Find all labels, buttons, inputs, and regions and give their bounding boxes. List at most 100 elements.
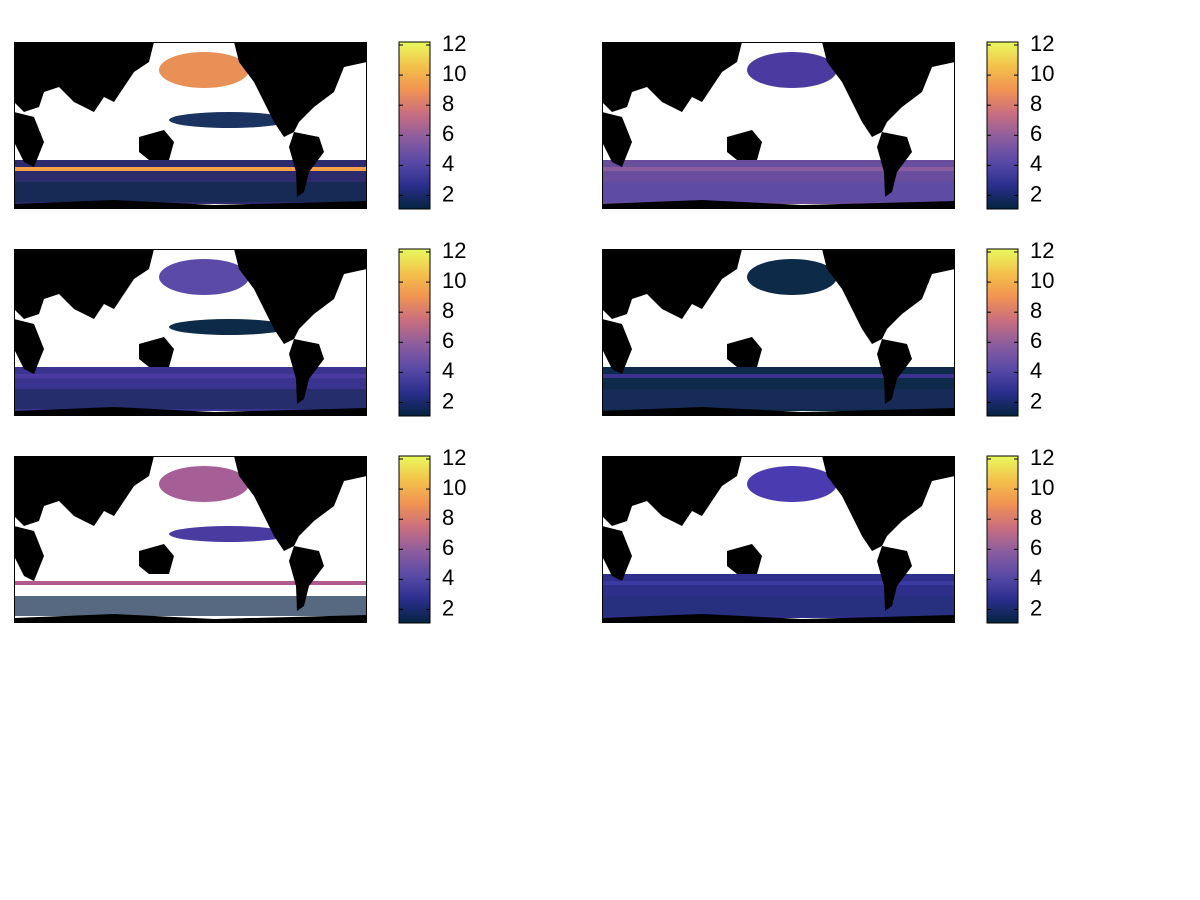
colorbar-tick-label: 12 <box>442 238 466 263</box>
land <box>289 132 324 197</box>
land <box>14 526 44 581</box>
ocean-field <box>14 167 367 171</box>
colorbar-tick-label: 10 <box>1030 268 1054 293</box>
colorbar-tick-label: 6 <box>1030 328 1042 353</box>
land <box>289 546 324 611</box>
colorbar-tick-label: 10 <box>1030 475 1054 500</box>
colorbar-tick-label: 12 <box>1030 31 1054 56</box>
colorbar-tick-label: 8 <box>442 91 454 116</box>
colorbar-tick-label: 12 <box>442 445 466 470</box>
land <box>822 42 955 137</box>
colorbar-tick-label: 6 <box>442 121 454 146</box>
land <box>14 249 154 319</box>
ocean-field <box>14 182 367 202</box>
colorbar-tick-label: 2 <box>1030 388 1042 413</box>
ocean-field <box>14 389 367 409</box>
land <box>822 456 955 551</box>
colorbar-tick-label: 10 <box>442 61 466 86</box>
colorbar-tick-label: 4 <box>1030 358 1042 383</box>
colorbar-tick-label: 6 <box>1030 121 1042 146</box>
colorbar-tick-label: 10 <box>1030 61 1054 86</box>
land <box>877 339 912 404</box>
map-panel <box>14 456 367 623</box>
land <box>877 546 912 611</box>
colorbar-tick-label: 12 <box>1030 445 1054 470</box>
land <box>602 112 632 167</box>
ocean-field <box>14 374 367 378</box>
colorbar <box>986 41 1019 210</box>
land <box>14 319 44 374</box>
colorbar-tick-label: 4 <box>1030 565 1042 590</box>
colorbar-tick-label: 6 <box>1030 535 1042 560</box>
colorbar <box>398 41 431 210</box>
ocean-field <box>747 52 837 88</box>
colorbar-tick-label: 8 <box>1030 505 1042 530</box>
ocean-field <box>602 596 955 616</box>
land <box>14 407 367 416</box>
colorbar-tick-label: 4 <box>442 358 454 383</box>
land <box>727 544 762 574</box>
land <box>234 456 367 551</box>
land <box>14 112 44 167</box>
land <box>602 200 955 209</box>
ocean-field <box>602 389 955 409</box>
ocean-field <box>169 319 289 335</box>
land <box>14 614 367 623</box>
land <box>139 544 174 574</box>
land <box>727 337 762 367</box>
ocean-field <box>159 466 249 502</box>
land <box>14 42 154 112</box>
colorbar <box>986 248 1019 417</box>
land <box>602 526 632 581</box>
land <box>289 339 324 404</box>
ocean-field <box>602 581 955 585</box>
map-panel <box>602 456 955 623</box>
ocean-field <box>14 581 367 585</box>
land <box>139 130 174 160</box>
ocean-field <box>747 466 837 502</box>
map-frame <box>14 249 367 416</box>
land <box>822 249 955 344</box>
colorbar-tick-label: 8 <box>442 505 454 530</box>
land <box>602 249 742 319</box>
map-frame <box>14 456 367 623</box>
ocean-field <box>159 52 249 88</box>
ocean-field <box>747 259 837 295</box>
ocean-field <box>159 259 249 295</box>
colorbar-tick-label: 2 <box>442 388 454 413</box>
colorbar-tick-label: 2 <box>1030 181 1042 206</box>
ocean-field <box>14 596 367 616</box>
land <box>602 456 742 526</box>
map-frame <box>14 42 367 209</box>
map-panel <box>14 42 367 209</box>
ocean-field <box>169 526 289 542</box>
colorbar-tick-label: 10 <box>442 268 466 293</box>
colorbar-tick-label: 2 <box>1030 595 1042 620</box>
colorbar <box>398 455 431 624</box>
ocean-field <box>602 374 955 378</box>
colorbar-tick-label: 2 <box>442 595 454 620</box>
colorbar-tick-label: 12 <box>1030 238 1054 263</box>
colorbar <box>986 455 1019 624</box>
land <box>602 407 955 416</box>
colorbar-tick-label: 8 <box>1030 298 1042 323</box>
land <box>602 319 632 374</box>
map-panel <box>602 42 955 209</box>
colorbar-tick-label: 4 <box>442 565 454 590</box>
land <box>234 42 367 137</box>
ocean-field <box>169 112 289 128</box>
land <box>14 456 154 526</box>
land <box>602 42 742 112</box>
colorbar-tick-label: 6 <box>442 328 454 353</box>
colorbar-tick-label: 8 <box>1030 91 1042 116</box>
land <box>234 249 367 344</box>
colorbar-tick-label: 4 <box>442 151 454 176</box>
map-panel <box>602 249 955 416</box>
colorbar-tick-label: 10 <box>442 475 466 500</box>
map-frame <box>602 456 955 623</box>
land <box>602 614 955 623</box>
land <box>727 130 762 160</box>
land <box>139 337 174 367</box>
colorbar <box>398 248 431 417</box>
